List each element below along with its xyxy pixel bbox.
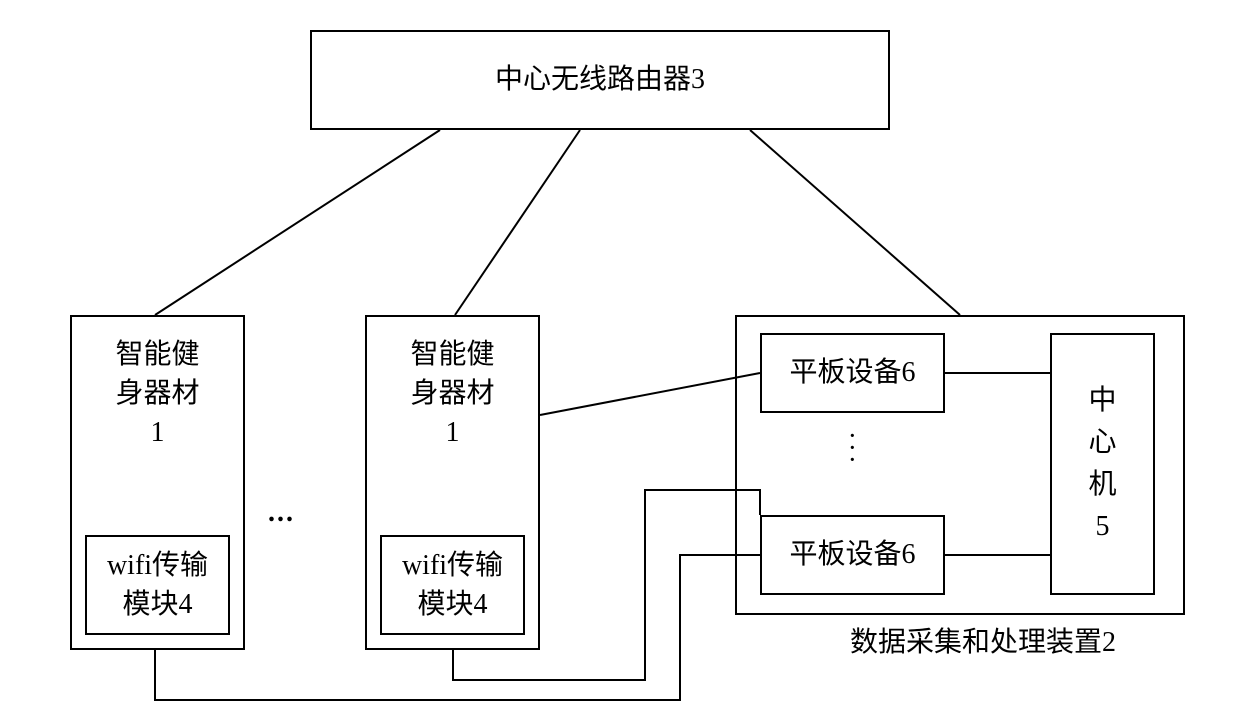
node-tablet2: 平板设备6 [760, 515, 945, 595]
node-equip2-wifi: wifi传输 模块4 [380, 535, 525, 635]
diagram-canvas: 中心无线路由器3 智能健 身器材 1 wifi传输 模块4 智能健 身器材 1 … [0, 0, 1240, 723]
label-router: 中心无线路由器3 [495, 60, 705, 99]
label-equip1-wifi: wifi传输 模块4 [107, 546, 208, 624]
label-equip2-wifi: wifi传输 模块4 [402, 546, 503, 624]
node-tablet1: 平板设备6 [760, 333, 945, 413]
node-equip1-wifi: wifi传输 模块4 [85, 535, 230, 635]
label-equip1: 智能健 身器材 1 [70, 335, 245, 453]
label-tablet2: 平板设备6 [789, 535, 915, 574]
ellipsis-tablet: ··· [849, 430, 858, 466]
label-center-machine: 中 心 机 5 [1088, 380, 1116, 548]
node-router: 中心无线路由器3 [310, 30, 890, 130]
ellipsis-equip: ... [268, 497, 295, 529]
label-equip2: 智能健 身器材 1 [365, 335, 540, 453]
label-tablet1: 平板设备6 [789, 353, 915, 392]
caption-dap: 数据采集和处理装置2 [850, 620, 1116, 660]
node-center-machine: 中 心 机 5 [1050, 333, 1155, 595]
